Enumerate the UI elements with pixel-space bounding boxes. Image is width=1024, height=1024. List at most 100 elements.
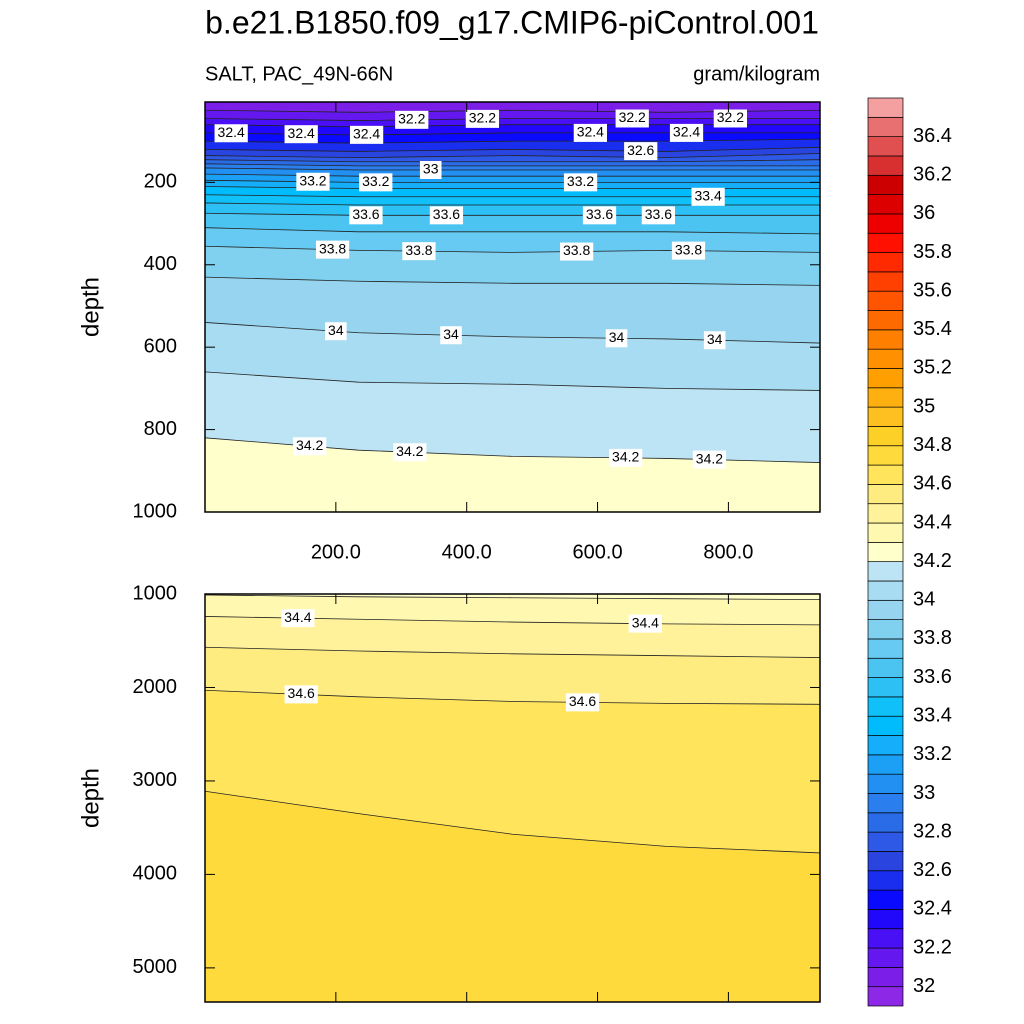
contour-label-box — [563, 173, 598, 192]
colorbar-box — [867, 310, 904, 331]
chart-title: b.e21.B1850.f09_g17.CMIP6-piControl.001 — [205, 4, 819, 40]
contour-label-box — [315, 240, 350, 259]
colorbar-box — [867, 580, 904, 601]
contour-label-box — [573, 123, 607, 142]
contour-label: 33.6 — [645, 206, 672, 222]
colorbar-label: 32.6 — [913, 859, 952, 881]
contour-line — [205, 594, 820, 601]
y-tick-label: 4000 — [133, 863, 178, 885]
contour-label: 33.6 — [586, 206, 613, 222]
contour-label: 32.4 — [288, 125, 315, 141]
contour-label: 34 — [609, 329, 625, 345]
contour-label: 32.4 — [577, 124, 604, 140]
contour-label: 34.6 — [288, 685, 315, 701]
colorbar-label: 35.8 — [913, 241, 952, 263]
contour-label-box — [359, 173, 393, 192]
plot-frame — [204, 101, 821, 513]
y-tick-label: 2000 — [133, 676, 178, 698]
contour-line — [205, 167, 820, 171]
contour-line — [205, 146, 820, 152]
x-tick-label: 600.0 — [573, 541, 623, 563]
contour-line — [205, 646, 820, 658]
contour-label: 33.2 — [299, 172, 326, 188]
contour-label-box — [671, 241, 706, 260]
contour-label-box — [402, 242, 436, 261]
colorbar-label: 32.8 — [913, 820, 952, 842]
colorbar-label: 33.6 — [913, 666, 952, 688]
colorbar-box — [867, 638, 904, 659]
contour-label-box — [605, 329, 628, 348]
colorbar-label: 34.4 — [913, 511, 952, 533]
colorbar-box — [867, 484, 904, 505]
colorbar-box — [867, 831, 904, 852]
colorbar-box — [867, 812, 904, 833]
colorbar-label: 34.6 — [913, 473, 952, 495]
colorbar-box — [867, 155, 904, 176]
contour-label: 32.4 — [353, 126, 380, 142]
x-tick-label: 400.0 — [442, 541, 492, 563]
contour-line — [205, 163, 820, 167]
colorbar-box — [867, 735, 904, 756]
contour-label-box — [713, 109, 747, 128]
subtitle-right: gram/kilogram — [693, 63, 820, 85]
contour-label: 34.4 — [632, 614, 659, 630]
contour-label-box — [609, 448, 643, 467]
contour-label-box — [624, 142, 658, 161]
contour-label: 33 — [423, 161, 439, 177]
colorbar-box — [867, 909, 904, 930]
colorbar-label: 36.2 — [913, 164, 952, 186]
colorbar-box — [867, 368, 904, 389]
colorbar-box — [867, 870, 904, 891]
contour-label-box — [691, 187, 725, 206]
contour-label-box — [325, 322, 347, 341]
contour-label: 34.4 — [284, 609, 311, 625]
contour-label-box — [349, 206, 383, 225]
colorbar-box — [867, 174, 904, 195]
contour-label-box — [395, 110, 429, 129]
y-tick-label: 400 — [144, 253, 177, 275]
contour-line — [205, 245, 820, 253]
colorbar-label: 32.2 — [913, 936, 952, 958]
contour-fill — [205, 437, 820, 512]
colorbar-label: 36.4 — [913, 125, 952, 147]
colorbar-label: 35 — [913, 395, 935, 417]
contour-label: 34.2 — [296, 437, 323, 453]
x-tick-label: 200.0 — [311, 541, 361, 563]
contour-label-box — [703, 331, 726, 350]
colorbar-box — [867, 445, 904, 466]
subtitle-left: SALT, PAC_49N-66N — [205, 63, 393, 85]
colorbar-label: 33 — [913, 782, 935, 804]
contour-label: 33.8 — [405, 242, 432, 258]
contour-label-box — [615, 109, 649, 128]
colorbar-label: 33.8 — [913, 627, 952, 649]
colorbar-label: 32 — [913, 975, 935, 997]
contour-label: 33.2 — [362, 173, 389, 189]
contour-label: 34.2 — [396, 443, 423, 459]
colorbar-box — [867, 947, 904, 968]
colorbar-label: 34 — [913, 589, 935, 611]
contour-label-box — [281, 609, 315, 628]
colorbar-label: 32.4 — [913, 898, 952, 920]
contour-label: 34.6 — [569, 693, 596, 709]
contour-label: 33.6 — [433, 206, 460, 222]
contour-label-box — [296, 172, 330, 191]
contour-line — [205, 790, 820, 854]
colorbar-box — [867, 271, 904, 292]
contour-label-box — [429, 206, 464, 225]
contour-label-box — [284, 685, 318, 704]
plot-area — [205, 594, 820, 1002]
colorbar-label: 34.8 — [913, 434, 952, 456]
contour-label: 32.6 — [627, 142, 654, 158]
contour-label: 33.4 — [694, 187, 721, 203]
colorbar-box — [867, 657, 904, 678]
colorbar-box — [867, 715, 904, 736]
contour-label: 34 — [443, 326, 459, 342]
colorbar-box — [867, 503, 904, 524]
colorbar-box — [867, 522, 904, 543]
contour-label: 33.6 — [352, 206, 379, 222]
colorbar-box — [867, 851, 904, 872]
contour-label-box — [284, 125, 318, 144]
contour-line — [205, 227, 820, 235]
contour-label: 32.4 — [673, 124, 700, 140]
